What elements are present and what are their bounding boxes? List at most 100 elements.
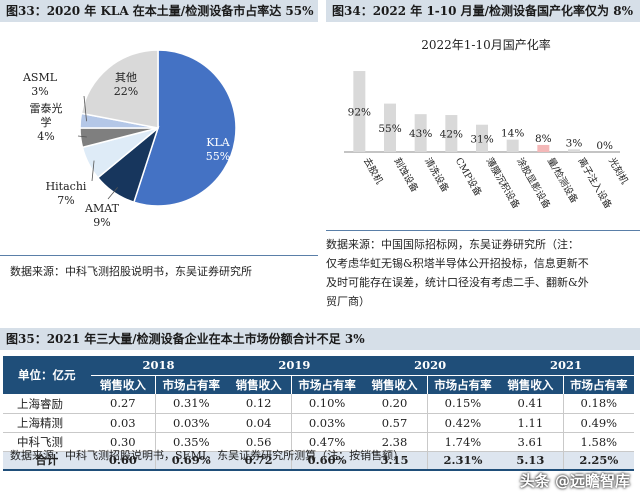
company-name: 上海精测 xyxy=(3,413,91,433)
chart-title: 2022年1-10月国产化率 xyxy=(421,37,551,52)
bar-value-label: 0% xyxy=(596,140,613,152)
company-name: 中科飞测 xyxy=(3,432,91,452)
year-header: 2020 xyxy=(362,356,499,376)
pie-leader-line xyxy=(107,187,118,200)
pie-slice xyxy=(80,49,159,129)
share-cell: 0.03% xyxy=(155,413,227,433)
pie-label: 其他 xyxy=(115,71,137,84)
pie-leader-line xyxy=(83,95,87,122)
company-name: 上海睿励 xyxy=(3,394,91,414)
fig34-source-line: 贸厂商） xyxy=(326,295,370,308)
share-cell: 1.74% xyxy=(427,432,499,452)
share-cell: 0.35% xyxy=(155,432,227,452)
category-label: CMP设备 xyxy=(453,156,485,199)
pie-label: KLA xyxy=(206,136,231,149)
share-cell: 0.47% xyxy=(291,432,363,452)
table-row: 上海精测 0.03 0.03% 0.04 0.03% 0.57 0.42% 1.11 0.49% xyxy=(3,413,634,433)
fig34-source-line: 数据来源：中国国际招标网，东吴证券研究所（注： xyxy=(326,238,579,251)
pie-value-label: 7% xyxy=(57,194,74,207)
share-cell: 0.31% xyxy=(155,394,227,414)
pie-leader-line xyxy=(91,160,95,182)
pie-leader-line xyxy=(77,135,87,138)
watermark: 头条 @远瞻智库 xyxy=(519,472,630,490)
fig33-source: 数据来源：中科飞测招股说明书，东吴证券研究所 xyxy=(10,265,252,278)
bar-value-label: 55% xyxy=(378,123,401,135)
pie-label: 4% xyxy=(37,130,54,143)
revenue-cell: 5.13 xyxy=(498,451,564,471)
pie-label: 学 xyxy=(41,115,52,129)
category-label: 量/检测设备 xyxy=(545,156,581,206)
revenue-cell: 0.20 xyxy=(362,394,428,414)
table-row: 中科飞测 0.30 0.35% 0.56 0.47% 2.38 1.74% 3.61 1.58% xyxy=(3,432,634,452)
fig35-source: 数据来源：中科飞测招股说明书，SEMI，东吴证券研究所测算（注：按销售额） xyxy=(10,449,405,462)
fig35-table: 单位：亿元 2018 2019 2020 2021 销售收入 市场占有率 销售收… xyxy=(3,356,634,471)
bar xyxy=(353,71,366,152)
col-header-revenue: 销售收入 xyxy=(90,375,157,394)
revenue-cell: 0.56 xyxy=(226,432,292,452)
revenue-cell: 0.12 xyxy=(226,394,292,414)
col-header-revenue: 销售收入 xyxy=(498,375,564,394)
col-header-share: 市场占有率 xyxy=(563,375,634,394)
category-label: 清洗设备 xyxy=(422,156,452,195)
bar xyxy=(506,139,519,152)
share-cell: 0.15% xyxy=(427,394,499,414)
share-cell: 0.10% xyxy=(291,394,363,414)
fig35-title: 图35：2021 年三大量/检测设备企业在本土市场份额合计不足 3% xyxy=(0,328,640,350)
revenue-cell: 0.57 xyxy=(362,413,428,433)
fig34-source: 数据来源：中国国际招标网，东吴证券研究所（注： 仅考虑华虹无锡&积塔半导体公开招… xyxy=(326,235,589,311)
category-label: 光刻机 xyxy=(606,156,631,187)
revenue-cell: 0.04 xyxy=(226,413,292,433)
fig34-source-line: 仅考虑华虹无锡&积塔半导体公开招投标，信息更新不 xyxy=(326,257,589,270)
revenue-cell: 1.11 xyxy=(498,413,564,433)
bar-value-label: 42% xyxy=(440,129,463,141)
col-header-revenue: 销售收入 xyxy=(226,375,292,394)
bar-value-label: 92% xyxy=(348,107,371,119)
pie-value-label: 9% xyxy=(93,216,110,229)
share-cell: 2.25% xyxy=(563,451,634,471)
bar-value-label: 31% xyxy=(470,133,493,145)
bar-value-label: 14% xyxy=(501,128,524,140)
share-cell: 1.58% xyxy=(563,432,634,452)
bar-value-label: 8% xyxy=(535,133,552,145)
revenue-cell: 0.41 xyxy=(498,394,564,414)
year-header: 2021 xyxy=(498,356,634,376)
pie-label: AMAT xyxy=(84,202,120,215)
bar xyxy=(414,114,427,152)
fig33-separator xyxy=(0,255,318,256)
col-header-share: 市场占有率 xyxy=(155,375,227,394)
revenue-cell: 2.38 xyxy=(362,432,428,452)
col-header-share: 市场占有率 xyxy=(291,375,363,394)
revenue-cell: 3.61 xyxy=(498,432,564,452)
bar xyxy=(445,115,458,152)
revenue-cell: 0.60 xyxy=(90,451,157,471)
bar xyxy=(568,149,580,152)
year-header: 2018 xyxy=(90,356,227,376)
pie-value-label: 3% xyxy=(31,85,48,98)
revenue-cell: 0.72 xyxy=(226,451,292,471)
category-label: 去胶机 xyxy=(361,156,386,187)
fig34-separator xyxy=(326,230,640,231)
fig33-title: 图33：2020 年 KLA 在本土量/检测设备市占率达 55% xyxy=(0,0,318,22)
pie-slice xyxy=(132,49,237,207)
share-cell: 0.69% xyxy=(155,451,227,471)
company-name: 合计 xyxy=(3,451,91,471)
year-header: 2019 xyxy=(226,356,363,376)
fig34-source-line: 及时可能存在误差，统计口径没有考虑二手、翻新&外 xyxy=(326,276,589,289)
share-cell: 2.31% xyxy=(427,451,499,471)
bar-value-label: 43% xyxy=(409,128,432,140)
revenue-cell: 0.30 xyxy=(90,432,157,452)
pie-label: Hitachi xyxy=(46,180,87,193)
pie-value-label: 55% xyxy=(206,150,230,163)
unit-label: 单位：亿元 xyxy=(3,356,91,395)
revenue-cell: 0.03 xyxy=(90,413,157,433)
bar xyxy=(476,124,488,152)
table-total-row: 合计 0.60 0.69% 0.72 0.60% 3.15 2.31% 5.13 2.25% xyxy=(3,451,634,471)
fig34-title: 图34：2022 年 1-10 月量/检测设备国产化率仅为 8% xyxy=(326,0,640,22)
fig34-bar-chart: 2022年1-10月国产化率 92% 去胶机 55% 刻蚀设备 43% 清洗设备 42% CMP… xyxy=(344,37,631,211)
col-header-revenue: 销售收入 xyxy=(362,375,428,394)
table-body: 上海睿励 0.27 0.31% 0.12 0.10% 0.20 0.15% 0.41 0.18%… xyxy=(3,394,634,471)
share-cell: 0.49% xyxy=(563,413,634,433)
share-cell: 0.60% xyxy=(291,451,363,471)
col-header-share: 市场占有率 xyxy=(427,375,499,394)
